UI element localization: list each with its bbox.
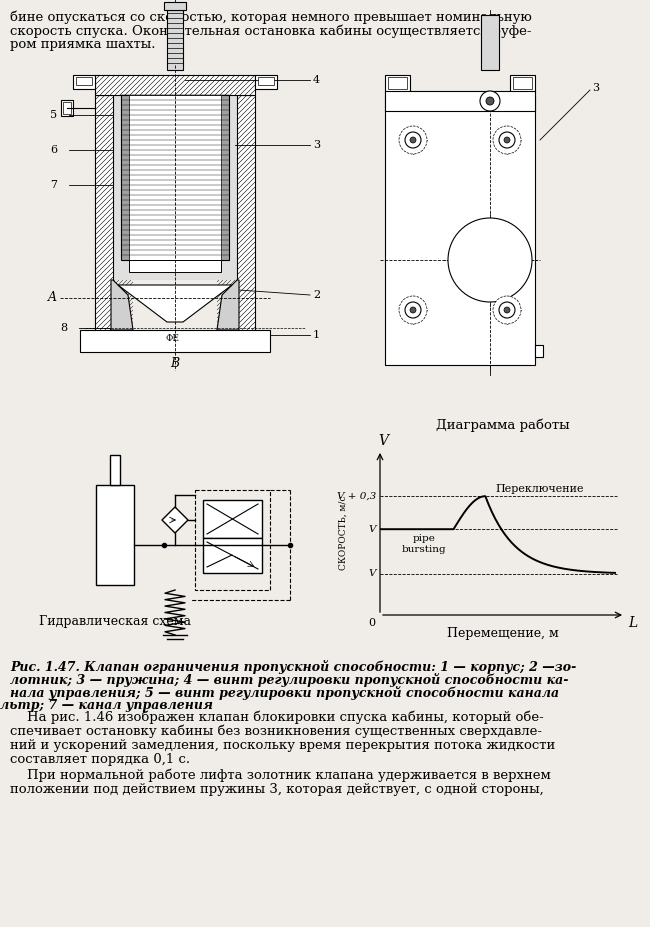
Text: ром приямка шахты.: ром приямка шахты. [10,38,155,51]
Text: ΦE: ΦE [166,334,180,343]
Bar [96,485,134,585]
Bar [385,75,410,93]
Text: нала управления; 5 — винт регулировки пропускной способности канала: нала управления; 5 — винт регулировки пр… [10,686,559,700]
Text: 5: 5 [50,110,57,120]
Text: 7: 7 [50,180,57,190]
Text: составляет порядка 0,1 с.: составляет порядка 0,1 с. [10,754,190,767]
Circle shape [493,296,521,324]
Circle shape [405,302,421,318]
Bar [535,345,543,357]
Bar [129,260,221,272]
Bar [113,95,237,280]
Bar [255,75,277,89]
Bar [237,95,255,340]
Circle shape [405,132,421,148]
Circle shape [493,126,521,154]
Text: На рис. 1.46 изображен клапан блокировки спуска кабины, который обе-: На рис. 1.46 изображен клапан блокировки… [10,710,544,723]
Text: управления; 6 — микрофильтр; 7 — канал управления: управления; 6 — микрофильтр; 7 — канал у… [0,699,213,712]
Circle shape [448,218,532,302]
Bar [63,102,71,114]
Polygon shape [217,280,239,330]
Text: V: V [369,569,376,578]
Bar [388,77,407,89]
Circle shape [410,307,416,313]
Polygon shape [118,285,232,322]
Bar [481,15,499,70]
Bar [510,75,535,93]
Bar [95,75,255,95]
Bar [258,77,274,85]
Text: Гидравлическая схема: Гидравлическая схема [39,615,191,628]
Text: Перемещение, м: Перемещение, м [447,627,558,640]
Bar [203,500,262,538]
Text: 0: 0 [368,618,375,628]
Text: положении под действием пружины 3, которая действует, с одной стороны,: положении под действием пружины 3, котор… [10,782,544,795]
Circle shape [399,126,427,154]
Text: Переключение: Переключение [495,484,584,494]
Text: Рис. 1.47. Клапан ограничения пропускной способности: 1 — корпус; 2 —зо-: Рис. 1.47. Клапан ограничения пропускной… [10,660,577,674]
Bar [385,91,535,111]
Bar [385,95,535,365]
Text: 3: 3 [592,83,599,93]
Text: 3: 3 [313,139,320,149]
Text: лотник; 3 — пружина; 4 — винт регулировки пропускной способности ка-: лотник; 3 — пружина; 4 — винт регулировк… [10,673,569,687]
Text: 8: 8 [60,323,67,333]
Bar [167,10,183,70]
Circle shape [499,302,515,318]
Text: скорость спуска. Окончательная остановка кабины осуществляется буфе-: скорость спуска. Окончательная остановка… [10,24,532,37]
Bar [110,455,120,485]
Text: СКОРОСТЬ, м/с: СКОРОСТЬ, м/с [339,495,348,570]
Text: 1: 1 [313,330,320,340]
Circle shape [486,97,494,105]
Text: pipe
bursting: pipe bursting [402,534,447,553]
Text: L: L [628,616,637,630]
Text: При нормальной работе лифта золотник клапана удерживается в верхнем: При нормальной работе лифта золотник кла… [10,768,551,781]
Bar [203,538,262,573]
Circle shape [499,132,515,148]
Text: V + 0,3: V + 0,3 [337,491,376,501]
Text: V: V [369,525,376,534]
Bar [164,2,186,10]
Polygon shape [111,280,133,330]
Bar [95,95,113,340]
Polygon shape [162,507,188,533]
Bar [73,75,95,89]
Bar [121,95,229,260]
Bar [61,100,73,116]
Text: V: V [378,434,388,448]
Bar [76,77,92,85]
Bar [513,77,532,89]
Circle shape [480,91,500,111]
Circle shape [504,307,510,313]
Text: ний и ускорений замедления, поскольку время перекрытия потока жидкости: ний и ускорений замедления, поскольку вр… [10,739,555,752]
Text: спечивает остановку кабины без возникновения существенных сверхдавле-: спечивает остановку кабины без возникнов… [10,725,542,738]
Text: бине опускаться со скоростью, которая немного превышает номинальную: бине опускаться со скоростью, которая не… [10,10,532,23]
Circle shape [504,137,510,143]
Bar [195,490,270,590]
Text: A: A [48,291,57,304]
Bar [129,95,221,260]
Text: B: B [170,357,179,370]
Text: 2: 2 [313,290,320,300]
Text: 6: 6 [50,145,57,155]
Circle shape [399,296,427,324]
Circle shape [410,137,416,143]
Bar [80,330,270,352]
Text: 4: 4 [313,75,320,85]
Text: Диаграмма работы: Диаграмма работы [436,418,569,432]
